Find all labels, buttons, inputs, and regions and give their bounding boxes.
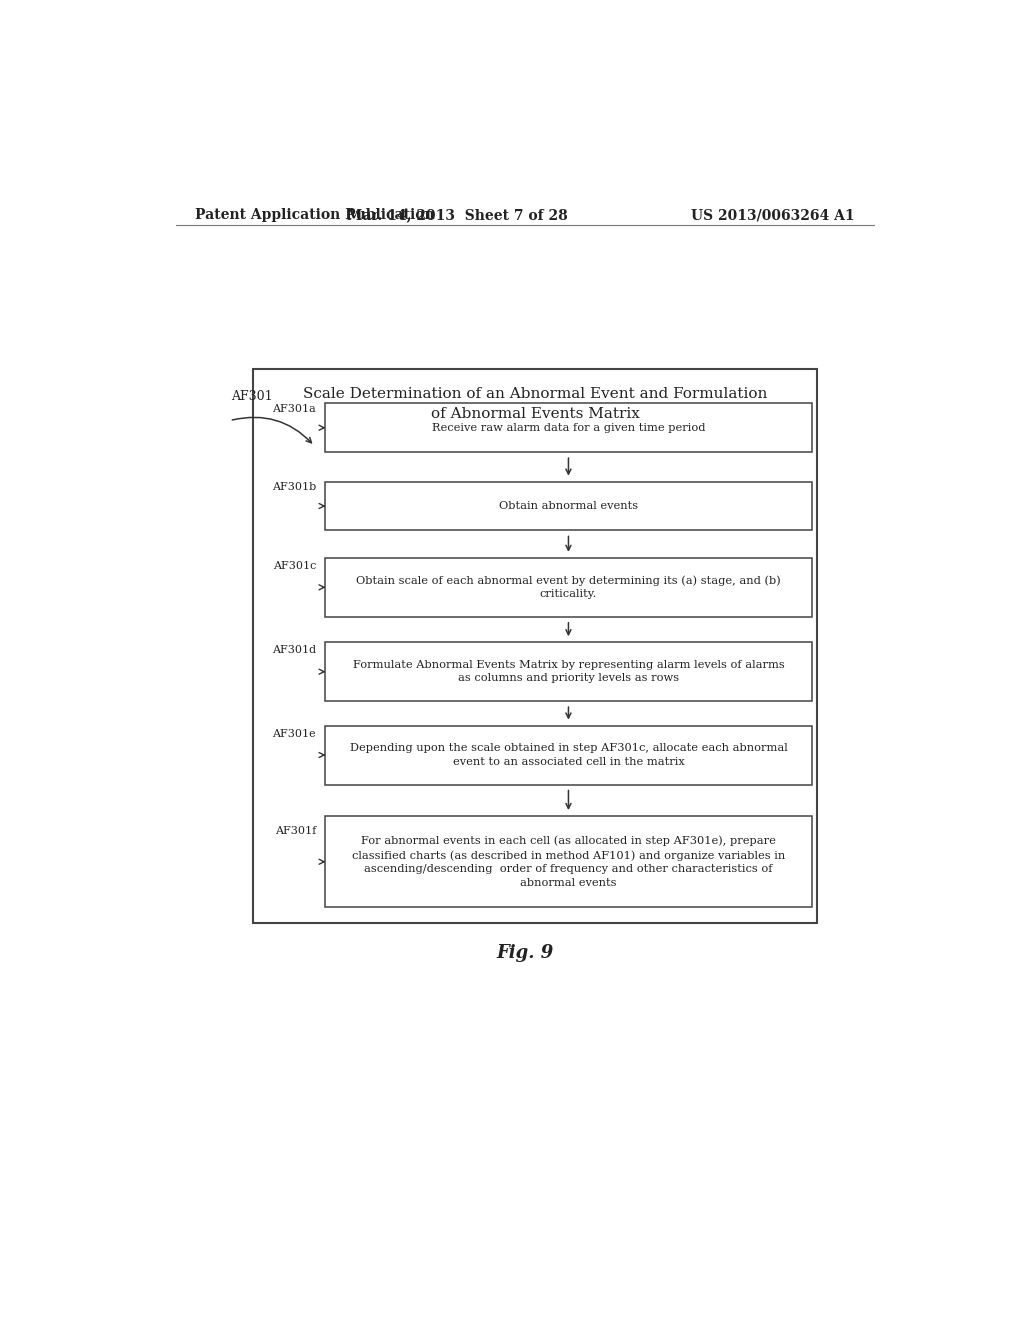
Bar xyxy=(253,368,817,923)
Bar xyxy=(325,482,812,531)
Text: US 2013/0063264 A1: US 2013/0063264 A1 xyxy=(690,209,854,222)
Text: AF301c: AF301c xyxy=(272,561,316,570)
Text: Receive raw alarm data for a given time period: Receive raw alarm data for a given time … xyxy=(432,422,706,433)
Text: Fig. 9: Fig. 9 xyxy=(497,944,553,962)
Text: AF301f: AF301f xyxy=(274,826,316,836)
Text: Scale Determination of an Abnormal Event and Formulation
of Abnormal Events Matr: Scale Determination of an Abnormal Event… xyxy=(303,387,767,421)
Bar xyxy=(325,558,812,616)
Bar xyxy=(325,643,812,701)
Bar xyxy=(325,726,812,784)
Text: Depending upon the scale obtained in step AF301c, allocate each abnormal
event t: Depending upon the scale obtained in ste… xyxy=(349,743,787,767)
Text: AF301a: AF301a xyxy=(272,404,316,414)
Text: Obtain abnormal events: Obtain abnormal events xyxy=(499,502,638,511)
Text: Mar. 14, 2013  Sheet 7 of 28: Mar. 14, 2013 Sheet 7 of 28 xyxy=(347,209,567,222)
Text: Patent Application Publication: Patent Application Publication xyxy=(196,209,435,222)
Bar xyxy=(325,404,812,453)
Text: Obtain scale of each abnormal event by determining its (a) stage, and (b)
critic: Obtain scale of each abnormal event by d… xyxy=(356,576,781,599)
Text: AF301b: AF301b xyxy=(271,482,316,492)
Text: AF301d: AF301d xyxy=(272,645,316,655)
Text: For abnormal events in each cell (as allocated in step AF301e), prepare
classifi: For abnormal events in each cell (as all… xyxy=(352,836,785,888)
Text: AF301e: AF301e xyxy=(272,729,316,738)
Text: Formulate Abnormal Events Matrix by representing alarm levels of alarms
as colum: Formulate Abnormal Events Matrix by repr… xyxy=(352,660,784,684)
Bar xyxy=(325,816,812,907)
Text: AF301: AF301 xyxy=(231,391,272,404)
